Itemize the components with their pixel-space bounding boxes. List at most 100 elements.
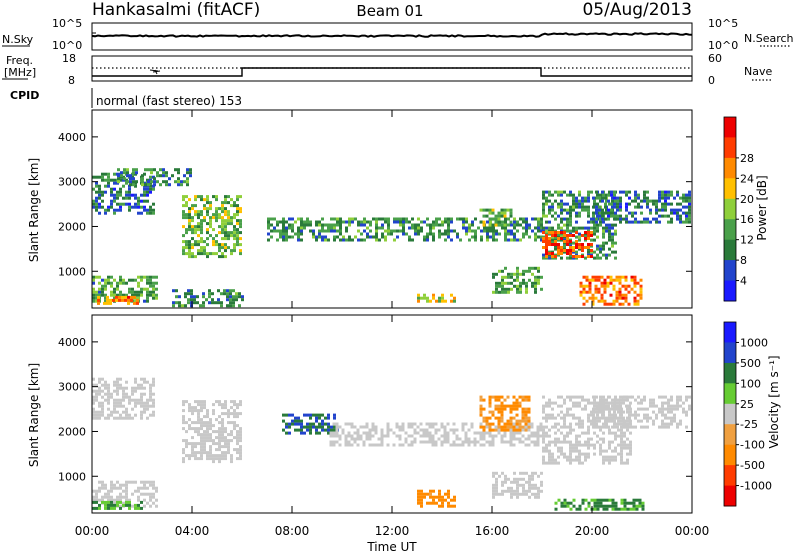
data-cell — [572, 504, 576, 508]
data-cell — [578, 452, 581, 456]
data-cell — [590, 243, 593, 246]
data-cell — [507, 477, 510, 481]
data-cell — [119, 506, 122, 510]
data-cell — [236, 433, 239, 437]
data-cell — [503, 398, 507, 402]
data-cell — [116, 480, 119, 484]
data-cell — [354, 235, 357, 239]
data-cell — [542, 226, 545, 230]
data-cell — [609, 293, 613, 297]
data-cell — [575, 255, 578, 258]
data-cell — [404, 437, 408, 441]
data-cell — [688, 395, 691, 399]
data-cell — [548, 208, 551, 212]
data-cell — [548, 416, 551, 420]
data-cell — [449, 443, 453, 447]
data-cell — [569, 449, 572, 453]
data-cell — [467, 428, 471, 432]
data-cell — [384, 217, 387, 221]
data-cell — [569, 234, 572, 237]
data-cell — [185, 231, 188, 235]
data-cell — [489, 220, 492, 224]
data-cell — [569, 452, 572, 456]
data-cell — [587, 446, 590, 450]
data-cell — [440, 440, 444, 444]
data-cell — [182, 225, 185, 229]
data-cell — [640, 419, 643, 423]
data-cell — [609, 278, 613, 282]
data-cell — [126, 180, 129, 184]
data-cell — [107, 172, 110, 176]
data-cell — [443, 431, 447, 435]
data-cell — [542, 202, 545, 206]
data-cell — [601, 199, 604, 203]
data-cell — [618, 302, 622, 306]
data-cell — [152, 492, 155, 496]
data-cell — [224, 213, 227, 217]
data-cell — [655, 208, 658, 212]
data-cell — [560, 237, 563, 240]
data-cell — [600, 281, 604, 285]
data-cell — [387, 232, 390, 236]
data-cell — [232, 304, 235, 308]
data-cell — [215, 430, 218, 434]
data-cell — [378, 226, 381, 230]
data-cell — [438, 495, 441, 499]
data-cell — [545, 404, 548, 408]
data-cell — [300, 232, 303, 236]
data-cell — [236, 207, 239, 211]
data-cell — [224, 246, 227, 250]
data-cell — [98, 275, 101, 279]
data-cell — [453, 504, 456, 508]
data-cell — [596, 416, 599, 420]
data-cell — [679, 422, 682, 426]
data-cell — [479, 434, 483, 438]
data-cell — [188, 210, 191, 214]
data-cell — [500, 401, 504, 405]
data-cell — [688, 214, 691, 218]
data-cell — [498, 269, 501, 273]
data-cell — [652, 398, 655, 402]
data-cell — [615, 296, 619, 300]
data-cell — [545, 220, 548, 224]
data-cell — [186, 171, 189, 175]
data-cell — [288, 431, 291, 435]
data-cell — [347, 431, 351, 435]
data-cell — [631, 395, 634, 399]
data-cell — [140, 416, 143, 420]
colorbar-swatch — [724, 322, 736, 343]
data-cell — [375, 226, 378, 230]
data-cell — [488, 431, 492, 435]
data-cell — [486, 235, 489, 239]
data-cell — [122, 392, 125, 396]
data-cell — [569, 211, 572, 215]
data-cell — [330, 428, 333, 432]
data-cell — [620, 428, 623, 432]
data-cell — [510, 223, 513, 227]
data-cell — [315, 413, 318, 417]
data-cell — [128, 278, 131, 282]
data-cell — [611, 244, 614, 248]
data-cell — [596, 226, 599, 230]
data-cell — [566, 458, 569, 462]
data-cell — [375, 232, 378, 236]
data-cell — [637, 401, 640, 405]
data-cell — [149, 278, 152, 282]
data-cell — [584, 205, 587, 209]
data-cell — [599, 199, 602, 203]
data-cell — [575, 226, 578, 230]
data-cell — [554, 244, 557, 248]
data-cell — [183, 174, 186, 178]
data-cell — [635, 504, 639, 508]
data-cell — [149, 275, 152, 279]
data-cell — [646, 196, 649, 200]
data-cell — [131, 398, 134, 402]
data-cell — [95, 500, 98, 504]
data-cell — [602, 241, 605, 245]
data-cell — [236, 415, 239, 419]
data-cell — [206, 457, 209, 461]
data-cell — [495, 284, 498, 288]
data-cell — [590, 413, 593, 417]
data-cell — [282, 220, 285, 224]
data-cell — [146, 404, 149, 408]
